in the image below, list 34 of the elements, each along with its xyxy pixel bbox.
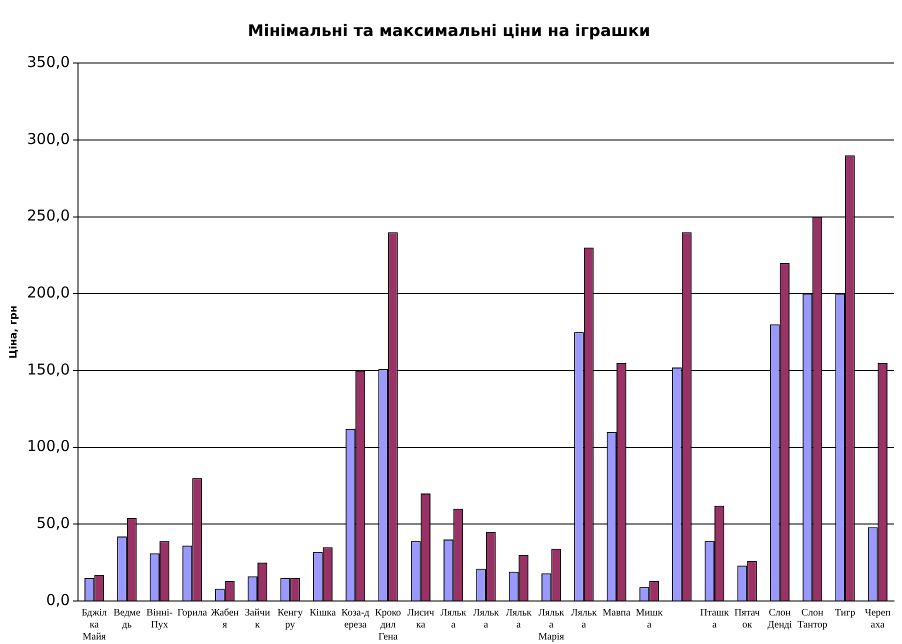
x-tick-label: Горила <box>177 608 208 619</box>
x-tick-label: Ведмедь <box>113 608 141 631</box>
x-tick-label: Жабеня <box>210 608 240 631</box>
x-tick-label: Слон Тантор <box>797 608 828 631</box>
x-tick-label: Лялька <box>506 608 532 631</box>
x-tick-label: Пятачок <box>734 608 760 631</box>
x-tick-label: Кішка <box>310 608 336 619</box>
y-tick-label: 350,0 <box>26 53 70 72</box>
x-tick-label: Зайчик <box>244 608 271 631</box>
y-tick-label: 0,0 <box>46 590 70 609</box>
x-tick-label: Лялька <box>473 608 500 631</box>
y-tick-label: 100,0 <box>26 437 70 456</box>
x-tick-label: Пташка <box>700 608 729 631</box>
x-tick-label: Лисичка <box>407 608 434 631</box>
y-tick-label: 200,0 <box>26 284 70 302</box>
y-tick-label: 150,0 <box>26 360 70 378</box>
y-axis-title: Ціна, грн <box>8 306 20 359</box>
x-tick-label: Слон Денді <box>767 608 792 631</box>
y-tick-label: 300,0 <box>26 130 70 148</box>
x-tick-label: Кенгуру <box>278 608 303 631</box>
x-tick-label: Коза-дереза <box>341 608 370 631</box>
x-tick-label: Лялька Марія <box>538 608 565 643</box>
x-tick-label: Черепаха <box>864 608 892 631</box>
chart-title: Мінімальні та максимальні ціни на іграшки <box>248 20 650 40</box>
x-tick-label: Мишка <box>636 608 663 631</box>
x-tick-label: Вінні-Пух <box>146 608 173 631</box>
y-tick-label: 250,0 <box>26 206 70 225</box>
x-tick-label: Тигр <box>834 608 856 619</box>
x-tick-label: Лялька <box>440 608 466 631</box>
x-tick-label: Крокодил Гена <box>375 608 402 643</box>
y-tick-label: 50,0 <box>36 514 70 532</box>
x-tick-label: Мавпа <box>602 608 632 619</box>
x-tick-label: Бджілка Майя <box>82 608 107 643</box>
x-tick-label: Лялька <box>571 608 597 631</box>
